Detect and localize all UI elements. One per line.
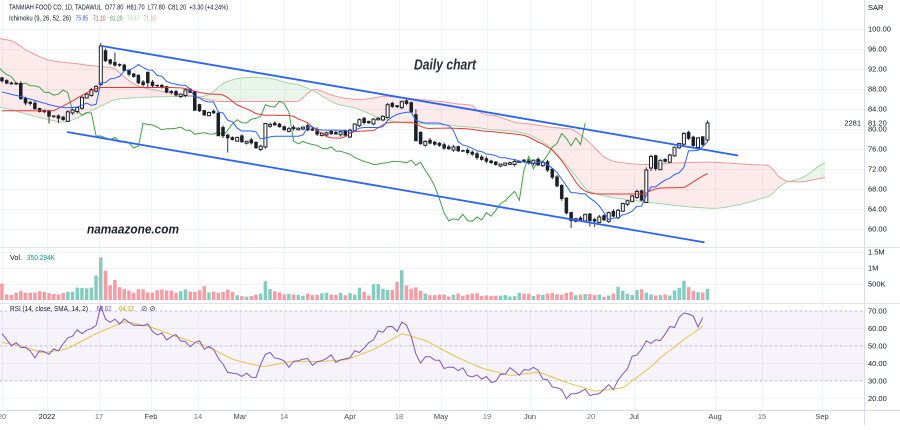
svg-text:500K: 500K: [868, 280, 886, 289]
svg-text:Jun: Jun: [524, 412, 536, 421]
svg-text:40.00: 40.00: [868, 359, 887, 368]
svg-text:50.00: 50.00: [868, 342, 887, 351]
svg-text:14: 14: [280, 412, 288, 421]
svg-text:350.294K: 350.294K: [27, 253, 55, 262]
svg-text:64.33: 64.33: [119, 304, 134, 313]
svg-text:19: 19: [483, 412, 491, 421]
svg-text:TANMIAH FOOD CO, 1D, TADAWUL: TANMIAH FOOD CO, 1D, TADAWUL O77.80 H81.…: [9, 3, 228, 12]
svg-text:76.00: 76.00: [868, 145, 887, 154]
svg-text:70.00: 70.00: [868, 307, 887, 316]
svg-text:Feb: Feb: [145, 412, 158, 421]
svg-text:15: 15: [758, 412, 766, 421]
svg-text:81.20: 81.20: [868, 119, 887, 128]
svg-text:30.00: 30.00: [868, 376, 887, 385]
svg-text:71.10: 71.10: [144, 14, 157, 23]
svg-text:81.20: 81.20: [110, 14, 123, 23]
svg-text:100.00: 100.00: [868, 25, 891, 34]
svg-text:20: 20: [587, 412, 595, 421]
svg-text:Aug: Aug: [708, 412, 721, 421]
svg-text:18: 18: [395, 412, 403, 421]
svg-text:Sep: Sep: [815, 412, 828, 421]
svg-text:Daily chart: Daily chart: [414, 58, 477, 74]
svg-text:2022: 2022: [39, 412, 56, 421]
svg-text:96.00: 96.00: [868, 45, 887, 54]
svg-text:68.62: 68.62: [97, 304, 112, 313]
svg-text:73.47: 73.47: [127, 14, 140, 23]
svg-text:80.00: 80.00: [868, 125, 887, 134]
svg-text:May: May: [434, 412, 448, 421]
svg-text:72.00: 72.00: [868, 165, 887, 174]
svg-text:Jul: Jul: [629, 412, 639, 421]
svg-text:88.00: 88.00: [868, 85, 887, 94]
svg-text:Mar: Mar: [234, 412, 247, 421]
svg-text:Vol.: Vol.: [10, 253, 22, 262]
svg-text:14: 14: [194, 412, 202, 421]
svg-text:Apr: Apr: [344, 412, 356, 421]
svg-text:17: 17: [95, 412, 103, 421]
svg-text:⊘ ⊘: ⊘ ⊘: [141, 304, 156, 313]
svg-text:60.00: 60.00: [868, 225, 887, 234]
svg-text:20.00: 20.00: [868, 394, 887, 403]
svg-text:64.00: 64.00: [868, 205, 887, 214]
svg-text:namaazone.com: namaazone.com: [87, 222, 179, 237]
svg-text:75.85: 75.85: [76, 14, 89, 23]
svg-text:71.10: 71.10: [93, 14, 106, 23]
svg-text:20: 20: [0, 412, 6, 421]
svg-text:RSI (14, close, SMA, 14, 2): RSI (14, close, SMA, 14, 2): [10, 304, 88, 313]
svg-text:84.00: 84.00: [868, 105, 887, 114]
svg-text:60.00: 60.00: [868, 324, 887, 333]
svg-text:92.00: 92.00: [868, 65, 887, 74]
svg-text:SAR: SAR: [868, 3, 884, 12]
svg-text:1M: 1M: [868, 264, 878, 273]
svg-text:Ichimoku (9, 26, 52, 26): Ichimoku (9, 26, 52, 26): [9, 14, 71, 23]
svg-text:2281: 2281: [844, 119, 861, 128]
svg-text:68.00: 68.00: [868, 185, 887, 194]
svg-text:1.5M: 1.5M: [868, 248, 885, 257]
